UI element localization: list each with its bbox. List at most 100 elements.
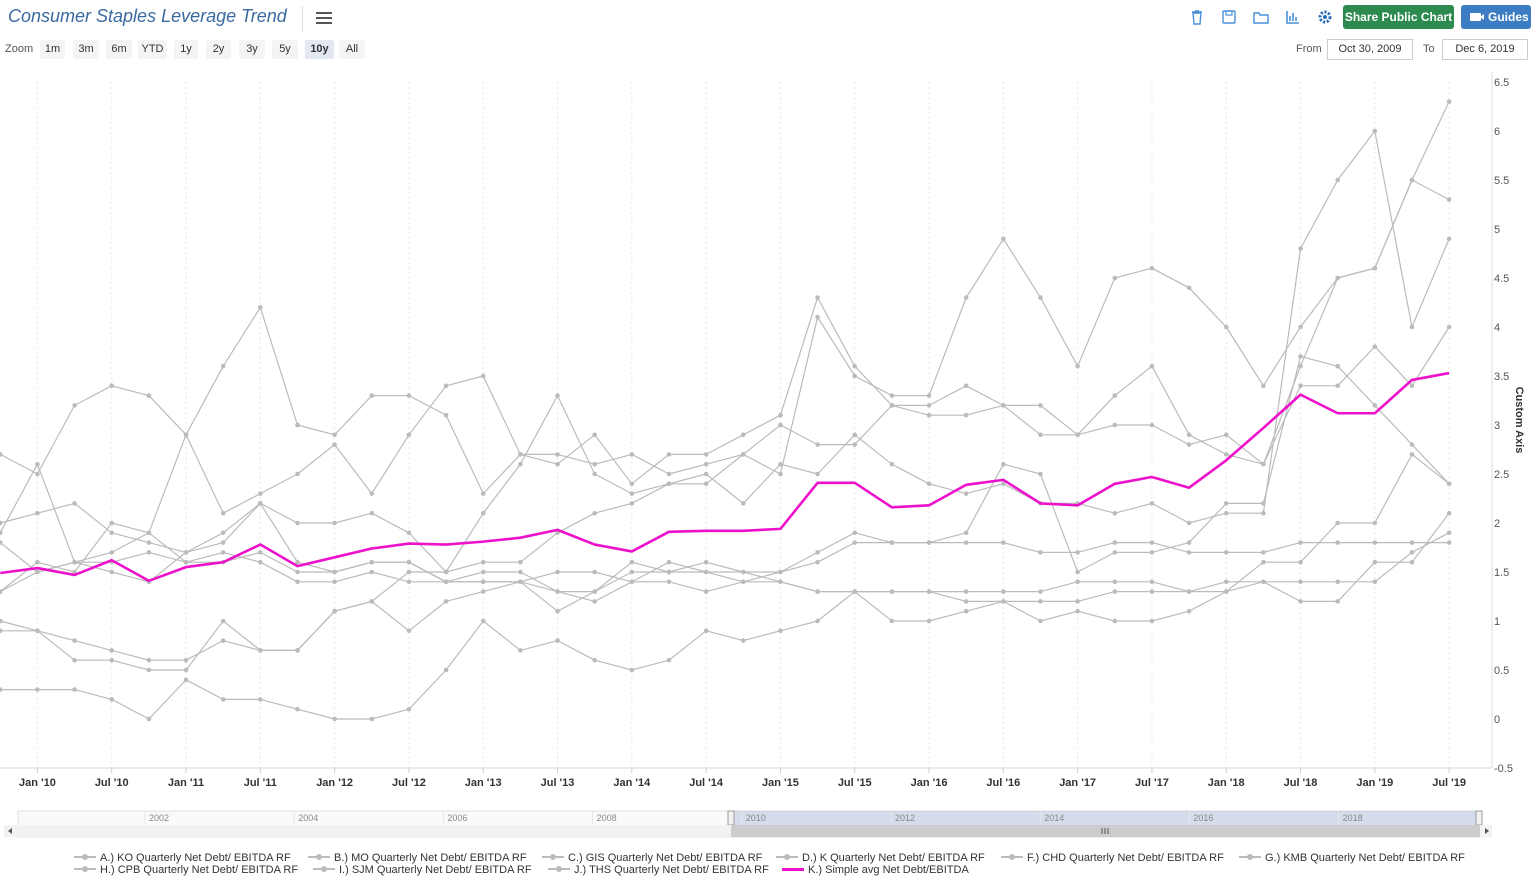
legend-item[interactable]: A.) KO Quarterly Net Debt/ EBITDA RF [74, 852, 291, 864]
data-point [258, 305, 263, 310]
data-point [1223, 324, 1229, 330]
chart-axes: Jan '10 Jul '10 Jan '11 Jul '11 Jan '12 Jul '… [0, 72, 1525, 789]
data-point [963, 412, 969, 418]
data-point [666, 452, 672, 457]
scroll-left-arrow-icon[interactable] [8, 828, 12, 834]
legend-label: K.) Simple avg Net Debt/EBITDA [808, 864, 969, 876]
zoom-6m-button[interactable]: 6m [106, 40, 132, 59]
data-point [369, 599, 375, 604]
save-icon[interactable] [1220, 8, 1238, 26]
data-point [1112, 618, 1118, 624]
zoom-1y-button[interactable]: 1y [174, 40, 198, 59]
data-point [35, 559, 40, 565]
data-point [555, 452, 560, 457]
data-point [815, 550, 820, 555]
y-tick-label: 0.5 [1494, 665, 1509, 677]
data-point [406, 579, 412, 585]
data-point [852, 373, 858, 379]
data-point [815, 314, 820, 320]
scroll-right-arrow-icon[interactable] [1485, 828, 1489, 834]
data-point [0, 530, 3, 536]
bar-chart-icon[interactable] [1284, 8, 1302, 26]
series-line [0, 502, 1450, 593]
data-point [406, 569, 412, 575]
x-tick-label: Jan '11 [168, 777, 204, 789]
legend-item[interactable]: C.) GIS Quarterly Net Debt/ EBITDA RF [542, 852, 762, 864]
data-point [406, 706, 412, 712]
data-point [295, 648, 300, 653]
data-point [518, 461, 523, 467]
data-point [1038, 403, 1043, 408]
trash-icon[interactable] [1188, 8, 1206, 26]
legend-item[interactable]: B.) MO Quarterly Net Debt/ EBITDA RF [308, 852, 527, 864]
data-point [1075, 550, 1080, 555]
data-point [480, 589, 486, 594]
legend-item[interactable]: G.) KMB Quarterly Net Debt/ EBITDA RF [1239, 852, 1465, 864]
navigator-handle-left[interactable] [727, 810, 735, 826]
data-point [35, 471, 40, 477]
navigator-year: 2004 [298, 813, 318, 823]
data-point [666, 559, 672, 565]
data-point [146, 393, 152, 398]
data-point [815, 618, 820, 624]
from-date-input[interactable]: Oct 30, 2009 [1327, 39, 1413, 60]
legend-item[interactable]: J.) THS Quarterly Net Debt/ EBITDA RF [548, 864, 769, 876]
share-public-chart-button[interactable]: Share Public Chart [1343, 5, 1454, 29]
legend-item[interactable]: K.) Simple avg Net Debt/EBITDA [782, 864, 969, 876]
zoom-3m-button[interactable]: 3m [73, 40, 99, 59]
data-point [443, 383, 449, 389]
data-point [1298, 579, 1303, 585]
legend-item[interactable]: D.) K Quarterly Net Debt/ EBITDA RF [776, 852, 985, 864]
navigator-handle-right[interactable] [1475, 810, 1483, 826]
to-date-input[interactable]: Dec 6, 2019 [1442, 39, 1528, 60]
data-point [1446, 197, 1452, 202]
data-point [1001, 589, 1006, 594]
data-point [1335, 520, 1340, 526]
data-point [1335, 579, 1340, 585]
data-point [258, 491, 263, 496]
hamburger-menu-icon[interactable] [316, 10, 332, 24]
x-tick-label: Jul '15 [838, 777, 872, 789]
data-point [1001, 461, 1006, 467]
zoom-1m-button[interactable]: 1m [40, 40, 65, 59]
legend-item[interactable]: F.) CHD Quarterly Net Debt/ EBITDA RF [1001, 852, 1224, 864]
zoom-ytd-button[interactable]: YTD [138, 40, 167, 59]
data-point [0, 628, 3, 634]
folder-icon[interactable] [1252, 8, 1270, 26]
zoom-10y-button[interactable]: 10y [305, 40, 334, 59]
legend-item[interactable]: H.) CPB Quarterly Net Debt/ EBITDA RF [74, 864, 298, 876]
zoom-3y-button[interactable]: 3y [239, 40, 265, 59]
data-point [35, 628, 40, 634]
y-tick-label: 1 [1494, 616, 1500, 628]
gear-icon[interactable] [1316, 8, 1334, 26]
data-point [629, 559, 635, 565]
legend-item[interactable]: I.) SJM Quarterly Net Debt/ EBITDA RF [313, 864, 532, 876]
data-point [0, 589, 3, 594]
data-point [72, 638, 77, 643]
data-point [963, 589, 969, 594]
data-point [109, 697, 115, 702]
data-point [146, 540, 152, 545]
data-point [852, 363, 858, 369]
y-tick-label: 1.5 [1494, 567, 1509, 579]
zoom-2y-button[interactable]: 2y [206, 40, 231, 59]
data-point [926, 589, 932, 594]
data-point [295, 579, 300, 585]
data-point [1446, 236, 1452, 242]
data-point [1075, 432, 1080, 438]
data-point [1149, 618, 1155, 624]
data-point [35, 569, 40, 575]
data-point [518, 569, 523, 575]
guides-label: Guides [1488, 10, 1529, 24]
data-point [1112, 550, 1118, 555]
x-tick-label: Jan '10 [19, 777, 56, 789]
zoom-5y-button[interactable]: 5y [272, 40, 298, 59]
data-point [146, 667, 152, 673]
data-point [220, 530, 226, 536]
y-tick-label: 6.5 [1494, 77, 1509, 89]
data-point [443, 599, 449, 604]
zoom-all-button[interactable]: All [339, 40, 365, 59]
data-point [703, 589, 709, 594]
guides-button[interactable]: Guides [1461, 5, 1531, 29]
data-point [926, 393, 932, 398]
